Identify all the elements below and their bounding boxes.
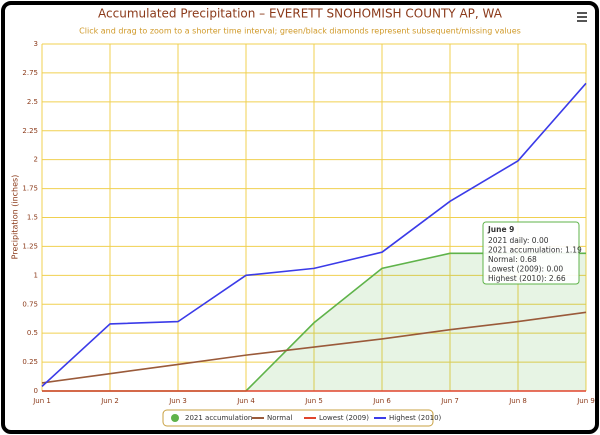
x-tick-label: Jun 9 bbox=[576, 397, 595, 405]
menu-icon[interactable] bbox=[577, 12, 587, 22]
tooltip-title: June 9 bbox=[487, 225, 514, 234]
legend-label: Lowest (2009) bbox=[319, 414, 369, 422]
y-tick-label: 1.5 bbox=[27, 214, 38, 222]
chart-title: Accumulated Precipitation – EVERETT SNOH… bbox=[98, 7, 503, 21]
legend-label: 2021 accumulation bbox=[185, 414, 252, 422]
y-tick-label: 1 bbox=[34, 271, 38, 279]
legend-label: Normal bbox=[267, 414, 292, 422]
x-tick-label: Jun 7 bbox=[440, 397, 459, 405]
chart-subtitle: Click and drag to zoom to a shorter time… bbox=[79, 27, 521, 36]
series-line bbox=[41, 82, 587, 387]
plot-area: 0 0.25 0.5 0.75 1 1.25 1.5 1.75 2 2.25 2.5 2.75 3 Jun… bbox=[22, 40, 594, 405]
y-tick-label: 3 bbox=[34, 40, 38, 48]
y-tick-label: 0.5 bbox=[27, 329, 38, 337]
tooltip-line: 2021 daily: 0.00 bbox=[488, 236, 549, 245]
y-tick-label: 2.75 bbox=[22, 69, 38, 77]
y-tick-label: 2 bbox=[34, 156, 38, 164]
tooltip-line: Highest (2010): 2.66 bbox=[488, 274, 566, 283]
y-tick-label: 1.75 bbox=[22, 185, 38, 193]
x-tick-label: Jun 2 bbox=[100, 397, 119, 405]
x-tick-label: Jun 8 bbox=[508, 397, 527, 405]
area bbox=[42, 253, 586, 391]
y-tick-label: 2.25 bbox=[22, 127, 38, 135]
y-tick-label: 2.5 bbox=[27, 98, 38, 106]
y-tick-label: 0 bbox=[34, 387, 38, 395]
y-tick-label: 1.25 bbox=[22, 242, 38, 250]
tooltip-box bbox=[482, 221, 580, 285]
x-tick-label: Jun 5 bbox=[304, 397, 323, 405]
y-tick-label: 0.25 bbox=[22, 358, 38, 366]
legend-label: Highest (2010) bbox=[389, 414, 442, 422]
tooltip-line: Lowest (2009): 0.00 bbox=[488, 265, 563, 274]
y-tick-label: 0.75 bbox=[22, 300, 38, 308]
legend: 2021 accumulation Normal Lowest (2009) High… bbox=[162, 409, 442, 427]
y-axis-label: Precipitation (inches) bbox=[11, 175, 20, 260]
legend-symbol bbox=[171, 414, 179, 422]
x-tick-label: Jun 4 bbox=[236, 397, 255, 405]
series-line bbox=[41, 311, 587, 384]
tooltip-line: 2021 accumulation: 1.19 bbox=[488, 246, 582, 255]
x-tick-label: Jun 6 bbox=[372, 397, 391, 405]
x-tick-label: Jun 3 bbox=[168, 397, 187, 405]
legend-box bbox=[162, 409, 434, 427]
tooltip-line: Normal: 0.68 bbox=[488, 255, 537, 264]
x-tick-label: Jun 1 bbox=[32, 397, 51, 405]
